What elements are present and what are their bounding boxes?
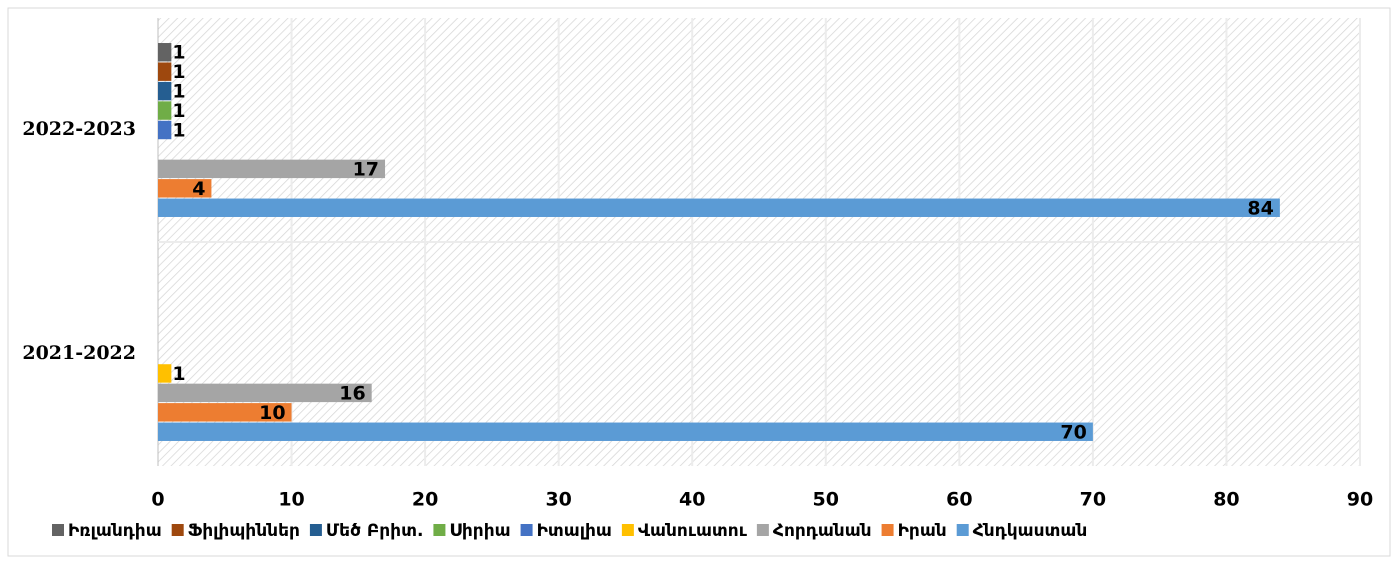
legend-label: Մեծ Բրիտ. bbox=[326, 521, 424, 541]
bar bbox=[158, 179, 212, 198]
legend-label: Սիրիա bbox=[449, 521, 510, 541]
bar bbox=[158, 81, 172, 101]
x-tick-label: 60 bbox=[946, 489, 972, 511]
legend-swatch bbox=[52, 524, 64, 536]
y-tick-label: 2021-2022 bbox=[22, 342, 136, 364]
data-label: 4 bbox=[192, 178, 205, 200]
legend-label: Իտալիա bbox=[537, 521, 612, 541]
legend-swatch bbox=[433, 524, 446, 536]
legend-label: Իռլանդիա bbox=[68, 521, 162, 541]
bar bbox=[158, 364, 172, 383]
legend-label: Իրան bbox=[898, 521, 947, 541]
legend-swatch bbox=[881, 524, 894, 536]
x-tick-label: 0 bbox=[151, 489, 164, 511]
x-tick-label: 10 bbox=[278, 489, 304, 511]
legend-swatch bbox=[171, 524, 184, 536]
bar bbox=[158, 62, 172, 81]
legend-label: Հնդկաստան bbox=[973, 521, 1088, 541]
legend-label: Վանուատու bbox=[638, 521, 748, 541]
legend-swatch bbox=[309, 524, 322, 536]
x-tick-label: 30 bbox=[545, 489, 571, 511]
y-tick-label: 2022-2023 bbox=[22, 118, 136, 140]
data-label: 1 bbox=[172, 363, 185, 385]
data-label: 84 bbox=[1247, 197, 1273, 219]
bar bbox=[158, 198, 1280, 217]
x-tick-label: 20 bbox=[412, 489, 438, 511]
x-tick-label: 80 bbox=[1213, 489, 1239, 511]
bar bbox=[158, 159, 386, 179]
bar bbox=[158, 383, 372, 403]
data-label: 70 bbox=[1060, 421, 1086, 443]
legend-swatch bbox=[756, 524, 769, 536]
data-label: 1 bbox=[172, 61, 185, 83]
legend-swatch bbox=[520, 524, 533, 536]
data-label: 1 bbox=[172, 120, 185, 142]
bar bbox=[158, 120, 172, 140]
bar bbox=[158, 101, 172, 120]
x-tick-label: 70 bbox=[1080, 489, 1106, 511]
data-label: 16 bbox=[339, 382, 365, 404]
legend-label: Ֆիլիպիններ bbox=[188, 521, 300, 541]
x-tick-label: 50 bbox=[813, 489, 839, 511]
bar bbox=[158, 403, 292, 422]
data-label: 17 bbox=[353, 158, 379, 180]
bar bbox=[158, 422, 1093, 441]
data-label: 1 bbox=[172, 42, 185, 64]
x-tick-label: 40 bbox=[679, 489, 705, 511]
data-label: 1 bbox=[172, 100, 185, 122]
data-label: 10 bbox=[259, 402, 285, 424]
legend-swatch bbox=[621, 524, 634, 536]
legend-label: Հորդանան bbox=[773, 521, 872, 541]
bar bbox=[158, 43, 172, 62]
x-tick-label: 90 bbox=[1347, 489, 1373, 511]
data-label: 1 bbox=[172, 81, 185, 103]
legend-swatch bbox=[956, 524, 969, 536]
